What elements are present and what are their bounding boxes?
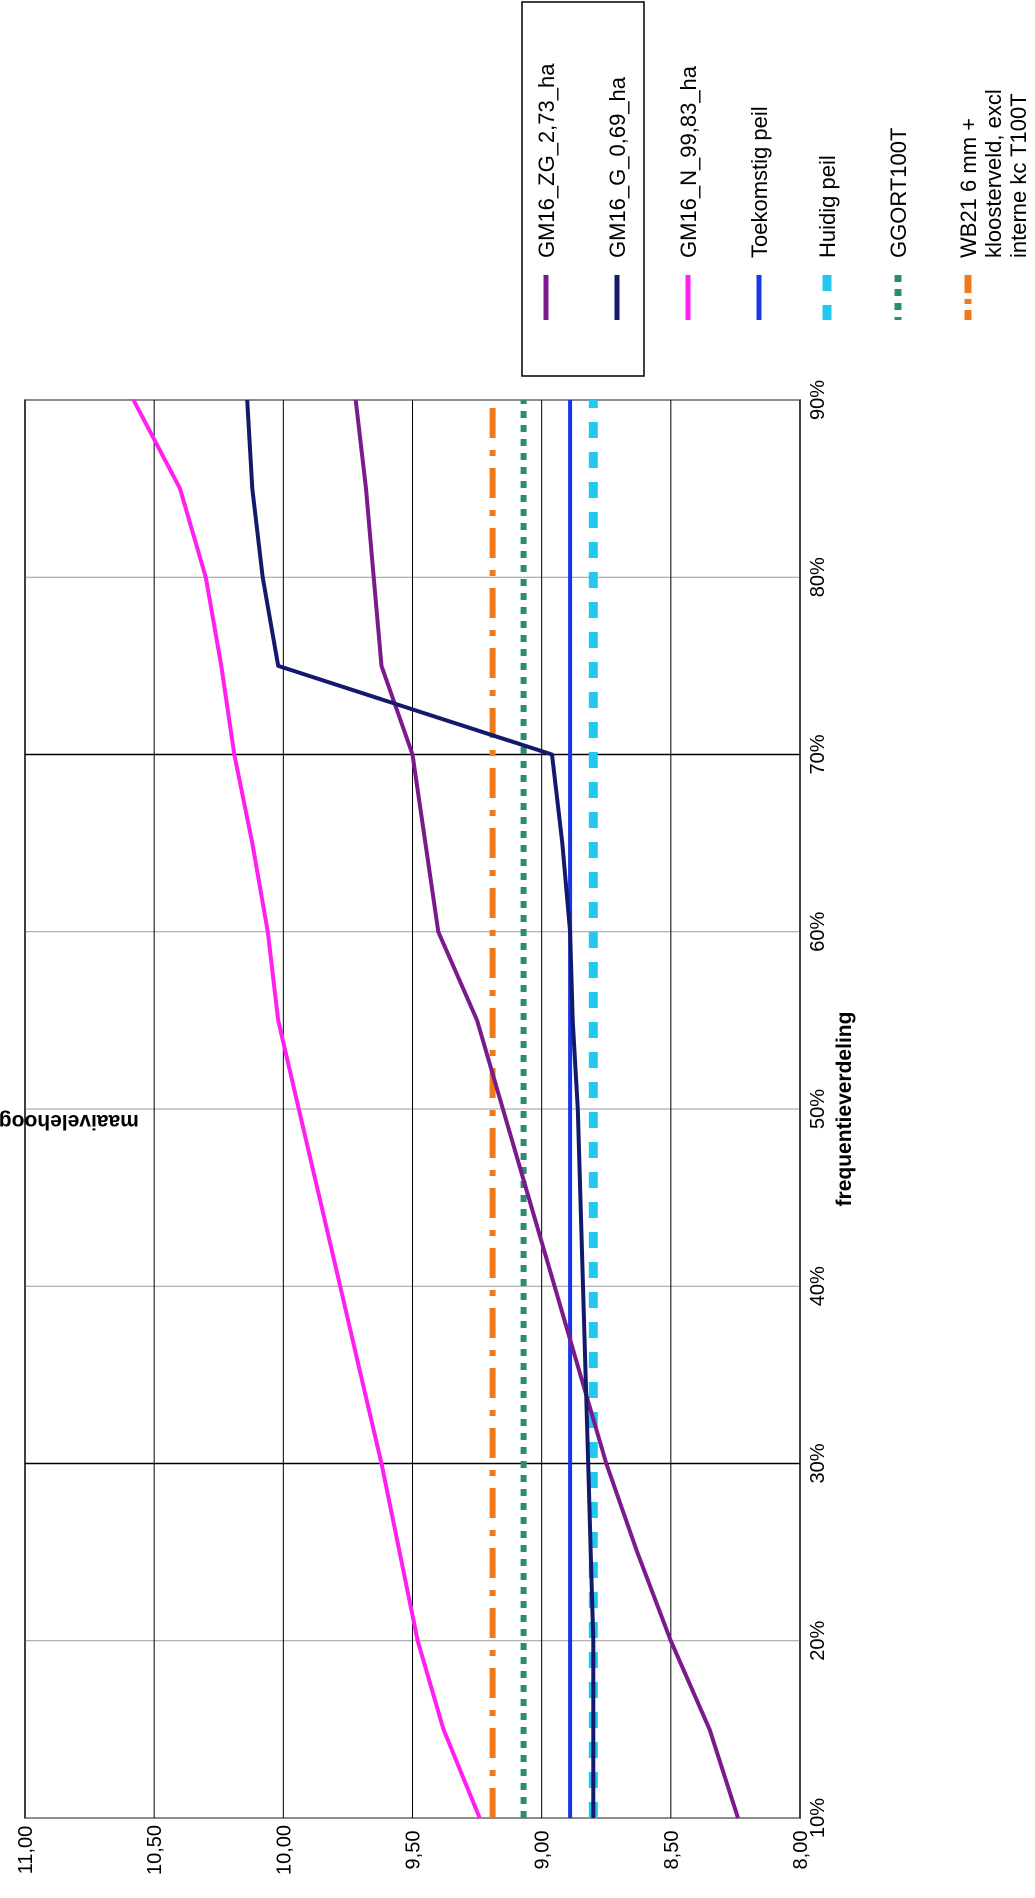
legend-label: Huidig peil (815, 155, 840, 258)
x-tick-label: 30% (807, 1443, 829, 1483)
legend-label: GM16_ZG_2,73_ha (534, 63, 559, 258)
legend-label: interne kc T100T (1006, 93, 1031, 258)
legend: GM16_ZG_2,73_ha GM16_G_0,69_ha GM16_N_99,8… (521, 1, 1031, 377)
y-tick-label: 9,00 (532, 1831, 554, 1870)
legend-label: GGORT100T (886, 128, 911, 258)
legend-box (521, 1, 645, 377)
x-tick-labels: 10% 20% 30% 40% 50% 60% 70% 80% 90% (807, 380, 829, 1838)
legend-label: kloosterveld, excl (981, 89, 1006, 258)
legend-label: WB21 6 mm + (956, 118, 981, 258)
x-tick-label: 20% (807, 1621, 829, 1661)
legend-label: GM16_N_99,83_ha (676, 65, 701, 258)
y-tick-label: 8,00 (790, 1831, 812, 1870)
grid (24, 399, 801, 1819)
x-tick-label: 80% (807, 557, 829, 597)
y-tick-label: 10,00 (273, 1825, 295, 1875)
x-tick-label: 40% (807, 1266, 829, 1306)
series-line-1 (245, 399, 596, 1818)
series-line-0 (353, 399, 740, 1819)
y-tick-label: 11,00 (15, 1826, 37, 1875)
x-tick-label: 50% (807, 1089, 829, 1129)
legend-label: GM16_G_0,69_ha (605, 76, 630, 258)
y-tick-label: 8,50 (661, 1831, 683, 1870)
series-layer (131, 399, 740, 1819)
y-tick-label: 10,50 (144, 1825, 166, 1875)
x-tick-label: 60% (807, 912, 829, 952)
x-tick-label: 90% (807, 380, 829, 420)
x-tick-label: 70% (807, 734, 829, 774)
y-tick-label: 9,50 (403, 1831, 425, 1870)
x-tick-label: 10% (807, 1798, 829, 1838)
legend-label: Toekomstig peil (747, 106, 772, 258)
y-tick-labels: 8,00 8,50 9,00 9,50 10,00 10,50 11,00 (15, 1825, 812, 1875)
series-line-2 (131, 399, 482, 1819)
x-axis-title: frequentieverdeling (833, 1012, 856, 1207)
y-axis-title: maaivelehoogte [m+NAP] (0, 1110, 139, 1133)
